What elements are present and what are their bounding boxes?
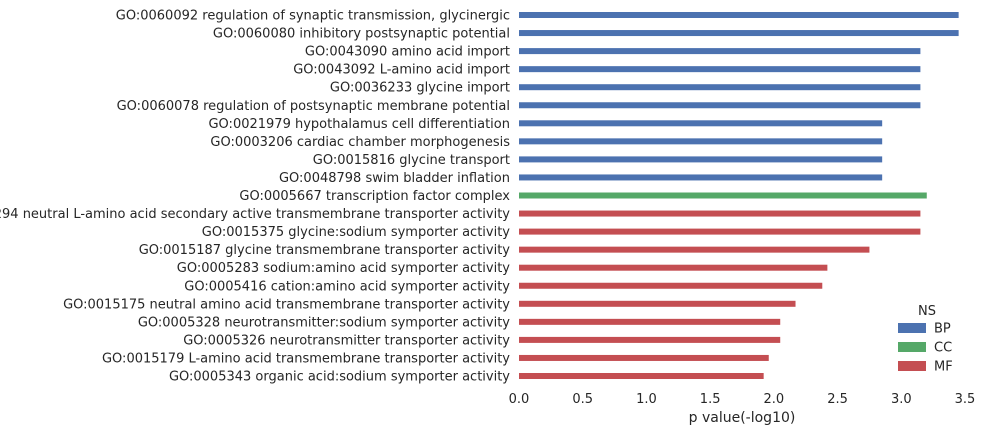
bar: [519, 120, 883, 127]
x-axis-ticks: 0.0 0.5 1.0 1.5 2.0 2.5 3.0 3.5: [509, 392, 976, 407]
category-label: GO:0015816 glycine transport: [313, 153, 510, 168]
bar: [519, 318, 781, 325]
category-label: GO:0043092 L-amino acid import: [293, 63, 510, 78]
bar: [519, 174, 883, 181]
legend-entries: BP CC MF: [898, 322, 953, 375]
category-label: GO:0036233 glycine import: [330, 81, 510, 96]
x-tick-label: 1.0: [636, 392, 657, 407]
bar: [519, 192, 927, 199]
category-label: GO:0021979 hypothalamus cell differentia…: [208, 117, 510, 132]
category-label: GO:0005283 sodium:amino acid symporter a…: [177, 261, 511, 276]
legend-swatch: [898, 323, 926, 333]
bar: [519, 246, 870, 253]
category-label: GO:0043090 amino acid import: [305, 45, 510, 60]
bar: [519, 156, 883, 163]
bar: [519, 102, 921, 109]
bar: [519, 373, 764, 379]
legend-label: BP: [934, 322, 951, 337]
category-label: GO:0005328 neurotransmitter:sodium sympo…: [138, 315, 510, 330]
legend-swatch: [898, 342, 926, 352]
legend-title: NS: [918, 304, 936, 319]
legend: NS BP CC MF: [898, 304, 953, 375]
category-label: GO:0015175 neutral amino acid transmembr…: [63, 297, 510, 312]
category-label: GO:0060092 regulation of synaptic transm…: [116, 9, 510, 24]
category-label: GO:0060080 inhibitory postsynaptic poten…: [213, 27, 510, 42]
x-tick-label: 2.5: [827, 392, 848, 407]
bar: [519, 48, 921, 55]
bar: [519, 264, 828, 271]
category-label: GO:0003206 cardiac chamber morphogenesis: [210, 135, 510, 150]
bar: [519, 282, 823, 289]
bar: [519, 30, 959, 37]
x-tick-label: 3.0: [891, 392, 912, 407]
category-label: GO:0015375 glycine:sodium symporter acti…: [202, 225, 511, 240]
category-label: GO:0015179 L-amino acid transmembrane tr…: [102, 351, 510, 366]
x-tick-label: 1.5: [700, 392, 721, 407]
bar: [519, 210, 921, 217]
bar: [519, 66, 921, 73]
x-tick-label: 2.0: [764, 392, 785, 407]
bar: [519, 354, 769, 361]
category-label: GO:0005416 cation:amino acid symporter a…: [184, 279, 510, 294]
bar: [519, 228, 921, 235]
category-label: GO:0005667 transcription factor complex: [239, 189, 510, 204]
x-tick-label: 0.0: [509, 392, 530, 407]
legend-label: MF: [934, 360, 953, 375]
category-label: GO:0005326 neurotransmitter transporter …: [183, 333, 510, 348]
bars-layer: [519, 12, 959, 379]
bar: [519, 84, 921, 91]
x-tick-label: 0.5: [572, 392, 593, 407]
category-label: GO:0060078 regulation of postsynaptic me…: [117, 99, 510, 114]
bar: [519, 300, 796, 307]
x-tick-label: 3.5: [955, 392, 976, 407]
x-axis-label: p value(-log10): [689, 410, 796, 426]
category-label: GO:0015187 glycine transmembrane transpo…: [139, 243, 511, 258]
legend-swatch: [898, 361, 926, 371]
bar: [519, 138, 883, 145]
category-label: GO:0005343 organic acid:sodium symporter…: [169, 370, 510, 385]
category-labels: GO:0060092 regulation of synaptic transm…: [0, 9, 510, 385]
category-label: GO:0005294 neutral L-amino acid secondar…: [0, 207, 510, 222]
legend-label: CC: [934, 341, 952, 356]
bar: [519, 336, 781, 343]
category-label: GO:0048798 swim bladder inflation: [279, 171, 510, 186]
bar: [519, 12, 959, 18]
